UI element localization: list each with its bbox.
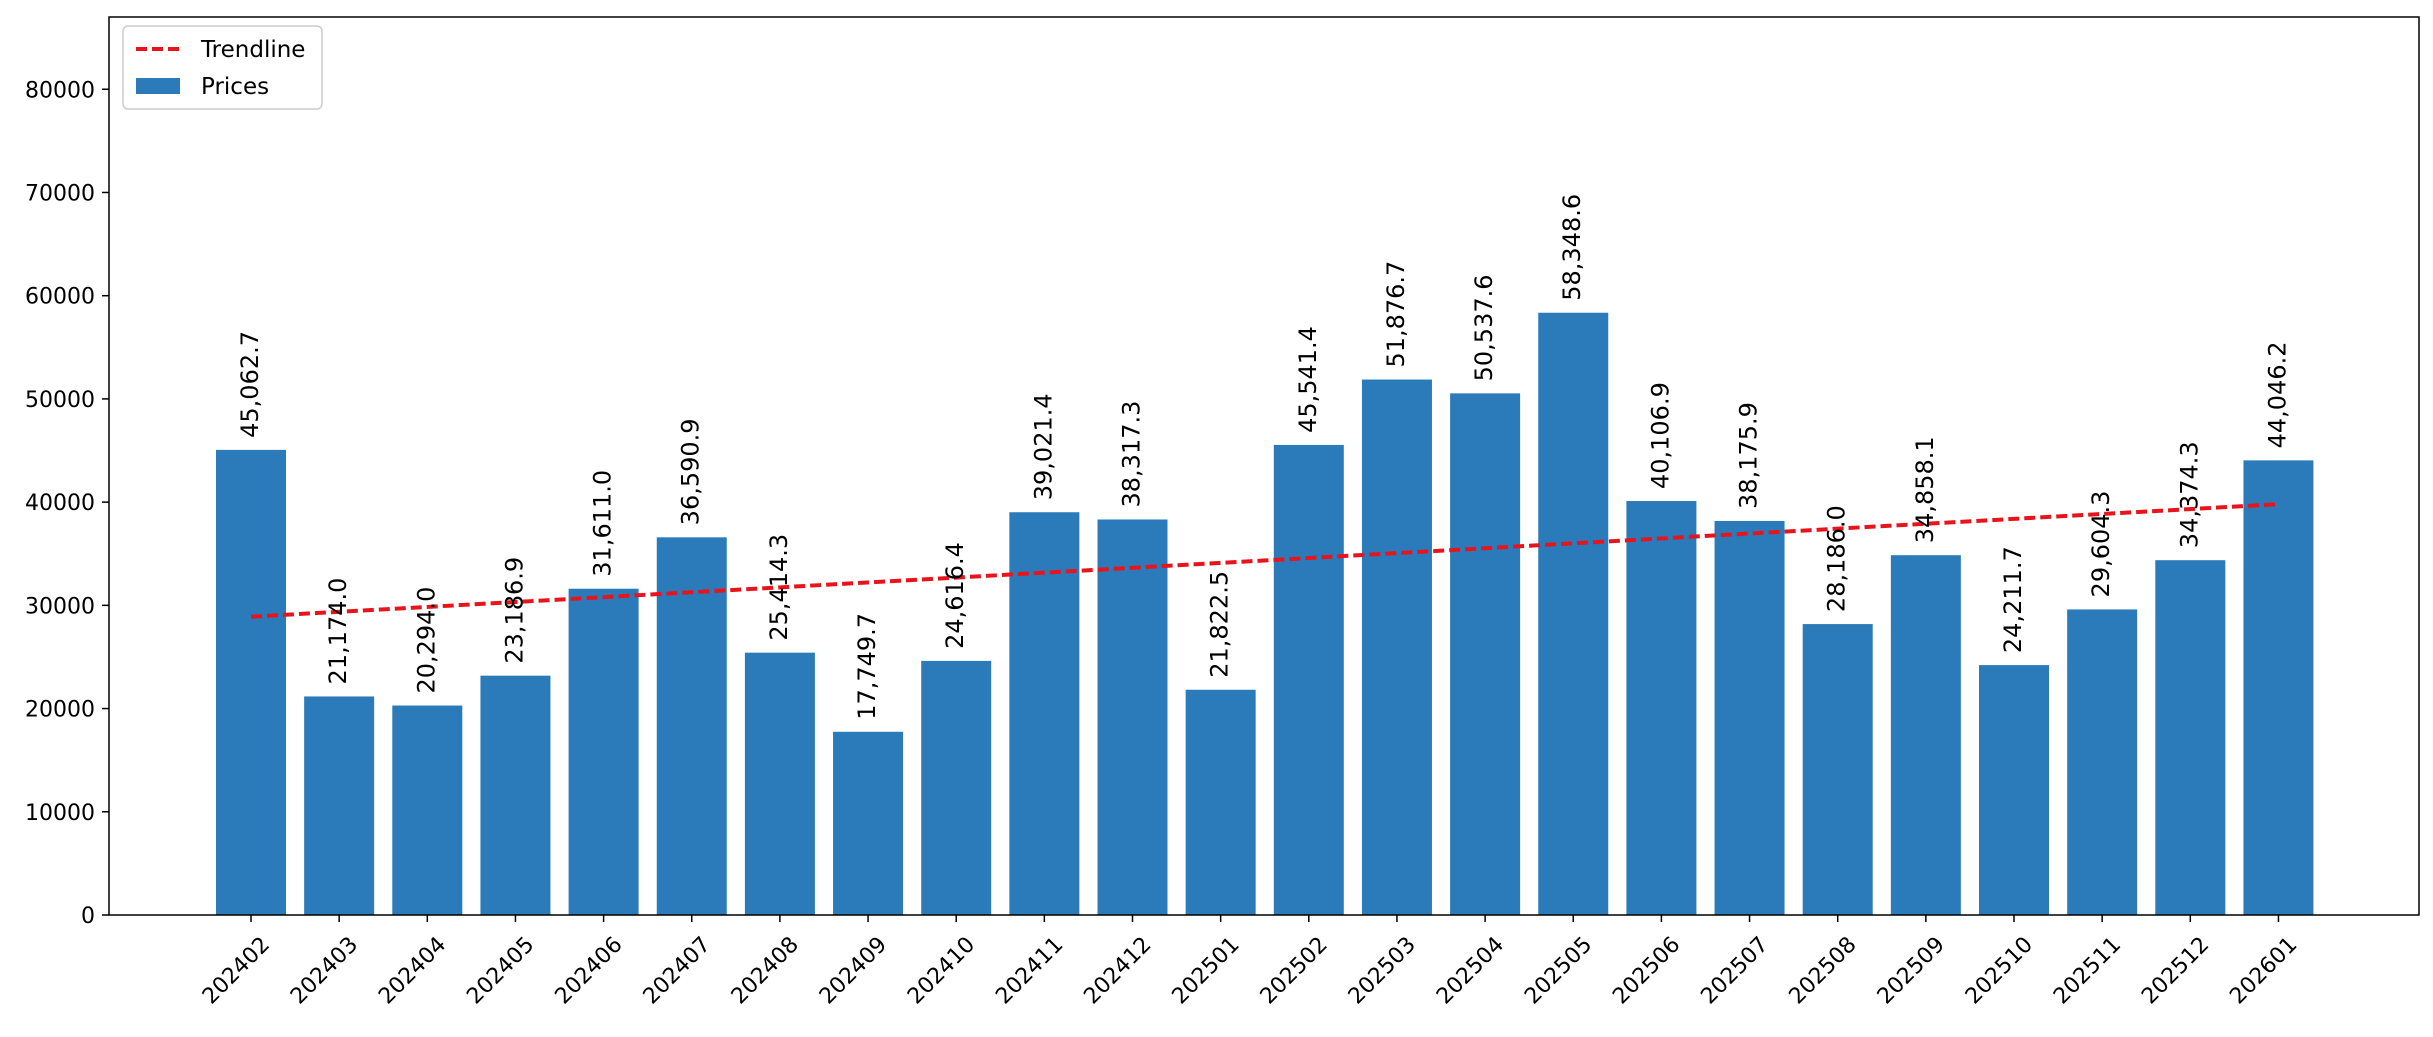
bar	[1802, 624, 1873, 915]
bar	[1273, 444, 1344, 915]
plot-frame	[108, 16, 2420, 916]
bar-value-label: 36,590.9	[677, 418, 705, 525]
bar	[1890, 555, 1961, 915]
bar-value-label: 25,414.3	[765, 534, 793, 641]
x-tick-label: 202601	[2225, 932, 2302, 1009]
bar-value-label: 21,822.5	[1206, 571, 1234, 678]
bar-value-label: 40,106.9	[1646, 382, 1674, 489]
bar	[2243, 460, 2314, 915]
bar-value-label: 38,175.9	[1735, 402, 1763, 509]
bar	[1979, 665, 2049, 915]
bar-value-label: 31,611.0	[589, 470, 617, 577]
bar	[1361, 379, 1432, 915]
bar-value-label: 20,294.0	[412, 587, 440, 694]
bar	[2155, 560, 2226, 915]
bar	[1538, 312, 1609, 916]
y-tick-label: 80000	[25, 78, 95, 103]
x-tick-label: 202412	[1079, 932, 1156, 1009]
bar-value-label: 39,021.4	[1029, 393, 1057, 500]
x-tick-label: 202402	[198, 932, 275, 1009]
x-tick-label: 202503	[1344, 932, 1421, 1009]
x-tick-label: 202405	[462, 932, 539, 1009]
bar-value-label: 38,317.3	[1118, 401, 1146, 508]
bar-value-label: 34,858.1	[1911, 436, 1939, 543]
x-tick-label: 202506	[1608, 932, 1685, 1009]
legend-prices-label: Prices	[201, 74, 269, 100]
bar-value-label: 24,616.4	[941, 542, 969, 649]
y-tick-label: 40000	[25, 491, 95, 516]
bar-value-label: 28,186.0	[1823, 505, 1851, 612]
x-tick-label: 202510	[1961, 932, 2038, 1009]
y-axis: 0 10000 20000 30000 40000 50000 60000 70000 8000…	[25, 78, 109, 929]
y-tick-label: 30000	[25, 594, 95, 619]
x-tick-label: 202509	[1873, 932, 1950, 1009]
bar	[216, 449, 286, 915]
bar	[392, 705, 463, 915]
bar-value-label: 58,348.6	[1558, 194, 1586, 301]
x-tick-label: 202505	[1520, 932, 1597, 1009]
bar	[921, 660, 992, 915]
bar	[1450, 393, 1521, 916]
x-tick-label: 202501	[1168, 932, 1245, 1009]
x-tick-label: 202407	[639, 932, 716, 1009]
x-tick-label: 202502	[1256, 932, 1333, 1009]
bar-value-label: 23,186.9	[500, 557, 528, 664]
y-tick-label: 50000	[25, 388, 95, 413]
bar	[304, 696, 375, 915]
x-tick-label: 202511	[2049, 932, 2126, 1009]
bar-value-label: 45,541.4	[1294, 326, 1322, 433]
y-tick-label: 20000	[25, 698, 95, 723]
x-tick-label: 202411	[991, 932, 1068, 1009]
x-tick-label: 202504	[1432, 932, 1509, 1009]
y-tick-label: 60000	[25, 285, 95, 310]
bar-value-label: 17,749.7	[853, 613, 881, 720]
legend: Trendline Prices	[122, 25, 323, 110]
bar-value-label: 50,537.6	[1470, 274, 1498, 381]
bar	[656, 537, 727, 915]
x-tick-label: 202512	[2137, 932, 2214, 1009]
bar	[1714, 520, 1785, 915]
bar	[2067, 609, 2138, 915]
bar-value-labels: 45,062.7 21,174.0 20,294.0 23,186.9 31,611.0…	[236, 194, 2291, 720]
bar	[1009, 512, 1080, 915]
x-tick-label: 202408	[727, 932, 804, 1009]
x-tick-label: 202507	[1696, 932, 1773, 1009]
y-tick-label: 0	[81, 904, 95, 929]
trendline	[250, 502, 2279, 619]
bar	[1097, 519, 1168, 915]
bar-value-label: 51,876.7	[1382, 261, 1410, 368]
x-axis: 202402 202403 202404 202405 202406 202407 2024…	[198, 915, 2302, 1009]
legend-trendline-label: Trendline	[200, 37, 305, 63]
bar-value-label: 24,211.7	[1999, 546, 2027, 653]
bar	[1626, 501, 1697, 915]
x-tick-label: 202409	[815, 932, 892, 1009]
x-tick-label: 202404	[374, 932, 451, 1009]
bar-value-label: 34,374.3	[2175, 441, 2203, 548]
bar	[1185, 689, 1256, 915]
y-tick-label: 70000	[25, 181, 95, 206]
legend-prices-swatch	[136, 78, 180, 94]
bar	[833, 731, 904, 915]
y-tick-label: 10000	[25, 801, 95, 826]
x-tick-label: 202508	[1785, 932, 1862, 1009]
bar-value-label: 29,604.3	[2087, 491, 2115, 598]
bar-value-label: 21,174.0	[324, 578, 352, 685]
bar-value-label: 44,046.2	[2263, 341, 2291, 448]
bar	[744, 652, 815, 915]
bar-value-label: 45,062.7	[236, 331, 264, 438]
trendline-layer	[250, 502, 2279, 619]
bars-layer	[216, 312, 2314, 916]
x-tick-label: 202406	[551, 932, 628, 1009]
bar	[480, 675, 551, 915]
x-tick-label: 202403	[286, 932, 363, 1009]
bar	[568, 588, 639, 915]
x-tick-label: 202410	[903, 932, 980, 1009]
